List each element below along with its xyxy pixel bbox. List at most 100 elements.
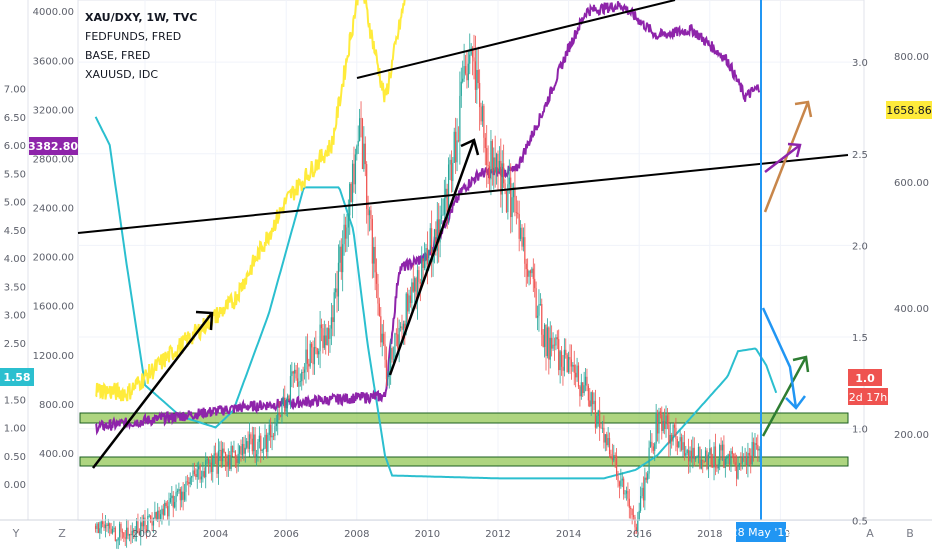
candle — [295, 365, 297, 381]
candle — [443, 179, 445, 224]
candle — [682, 434, 684, 457]
candle — [637, 511, 639, 538]
candle — [175, 484, 177, 511]
candle — [476, 47, 478, 104]
candle — [693, 437, 695, 467]
candle — [213, 445, 215, 465]
scale-toggle-b[interactable]: B — [906, 527, 914, 540]
candle — [171, 485, 173, 506]
candle — [212, 454, 214, 483]
candle — [375, 258, 378, 299]
candle — [632, 505, 635, 521]
candle — [391, 346, 393, 363]
candle — [504, 179, 506, 195]
badge-base: 3382.80 — [28, 137, 78, 155]
candle — [299, 373, 301, 387]
candle — [205, 452, 207, 489]
candle — [614, 452, 616, 469]
candle — [313, 337, 316, 375]
candle — [734, 452, 736, 472]
candle — [107, 518, 109, 534]
candle — [658, 407, 660, 444]
axis-right-xau-dxy: 3.0 2.5 2.0 1.5 1.0 0.5 — [852, 58, 868, 527]
candle — [397, 317, 399, 351]
candle — [366, 161, 368, 224]
axis-left-base: 4400.004000.003600.003200.002800.002400.… — [33, 7, 74, 460]
candle — [559, 349, 561, 384]
candle — [577, 362, 580, 390]
candle — [418, 266, 420, 295]
candle — [151, 512, 153, 531]
candle — [263, 437, 265, 460]
candle — [720, 437, 722, 461]
candle — [727, 453, 729, 465]
legend-base[interactable]: BASE, FRED — [85, 49, 150, 62]
candle — [234, 450, 236, 469]
axis-x-tick: 2012 — [485, 529, 510, 540]
candle — [174, 495, 176, 509]
axis-right2-tick: 200.00 — [894, 430, 929, 441]
candle — [219, 441, 221, 461]
candle — [229, 451, 231, 471]
candle — [548, 326, 550, 375]
candle — [186, 474, 188, 486]
candle — [305, 336, 307, 384]
candle — [610, 449, 612, 460]
candle — [719, 443, 721, 471]
candle — [474, 35, 477, 104]
candle — [486, 125, 488, 188]
candle — [601, 420, 604, 434]
candle — [457, 126, 460, 143]
candle — [178, 482, 180, 494]
candle — [349, 182, 351, 235]
candle — [268, 419, 270, 441]
candle — [575, 364, 577, 388]
badge-countdown: 2d 17h — [848, 388, 888, 405]
candle — [161, 505, 163, 525]
candle — [487, 145, 489, 185]
candle — [471, 46, 474, 76]
candle — [230, 441, 232, 472]
candle — [617, 470, 619, 488]
candle — [542, 329, 544, 348]
legend-main[interactable]: XAU/DXY, 1W, TVC — [85, 11, 197, 24]
candle — [555, 334, 557, 351]
candle — [337, 244, 340, 311]
candle — [469, 33, 471, 75]
auto-scale-toggle-a[interactable]: A — [866, 527, 874, 540]
candle — [531, 266, 533, 277]
legend-xauusd[interactable]: XAUUSD, IDC — [85, 68, 158, 81]
candle — [706, 448, 708, 471]
candle — [624, 490, 626, 499]
log-scale-toggle-z[interactable]: Z — [58, 527, 66, 540]
candle — [378, 297, 380, 317]
support-zone-upper — [79, 412, 849, 424]
candle — [237, 443, 239, 472]
svg-text:2d 17h: 2d 17h — [849, 391, 887, 404]
legend: XAU/DXY, 1W, TVC FEDFUNDS, FRED BASE, FR… — [85, 11, 197, 81]
candle — [409, 286, 412, 308]
candle — [133, 528, 135, 539]
candle — [233, 440, 235, 453]
candle — [421, 246, 423, 286]
candle — [320, 318, 323, 342]
candle — [642, 476, 645, 508]
candle — [135, 518, 138, 542]
candle — [288, 394, 290, 402]
candle — [110, 522, 112, 535]
svg-text:3382.80: 3382.80 — [28, 140, 78, 153]
candle — [147, 508, 149, 533]
candle — [271, 422, 273, 451]
candle — [535, 281, 537, 319]
candle — [301, 369, 303, 391]
log-scale-toggle-y[interactable]: Y — [12, 527, 20, 540]
legend-fedfunds[interactable]: FEDFUNDS, FRED — [85, 30, 181, 43]
candle — [505, 190, 508, 214]
candle — [702, 459, 704, 474]
candle — [590, 391, 592, 416]
candle — [651, 433, 653, 453]
candle — [543, 323, 546, 358]
candle — [452, 157, 454, 193]
candle — [721, 440, 724, 462]
